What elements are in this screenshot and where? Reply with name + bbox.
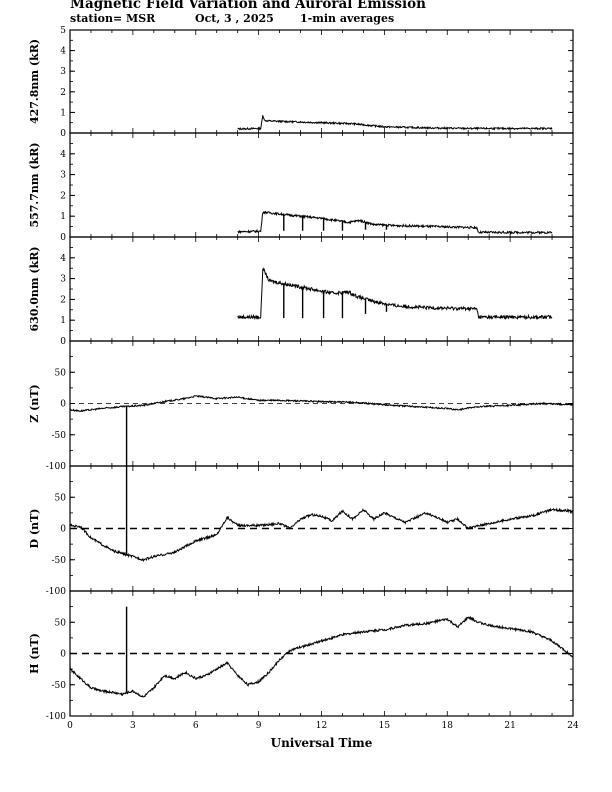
series-line	[237, 267, 553, 321]
y-tick-label: 0	[60, 129, 66, 139]
y-axis-label: 427.8nm (kR)	[28, 39, 41, 124]
y-tick-label: -100	[46, 587, 66, 597]
y-axis-label: Z (nT)	[28, 384, 41, 422]
y-axis-label: 630.0nm (kR)	[28, 246, 41, 331]
y-tick-label: 4	[60, 150, 66, 160]
y-tick-label: 5	[60, 26, 66, 36]
x-tick-label: 3	[130, 721, 136, 731]
y-tick-label: 4	[60, 254, 66, 264]
y-axis-label: H (nT)	[28, 633, 41, 674]
y-tick-label: 3	[60, 171, 66, 181]
y-tick-label: 3	[60, 275, 66, 285]
x-tick-label: 12	[316, 721, 327, 731]
averaging-label: 1-min averages	[300, 12, 395, 25]
y-tick-label: 1	[60, 108, 66, 118]
panel-d: -100 -50 0 50 D (nT)	[28, 465, 574, 597]
y-tick-label: 0	[60, 525, 66, 535]
x-tick-label: 9	[256, 721, 262, 731]
series-line	[69, 615, 574, 698]
y-tick-label: -50	[52, 431, 67, 441]
y-tick-label: 4	[60, 47, 66, 57]
y-tick-label: 0	[60, 400, 66, 410]
x-tick-label: 0	[67, 721, 73, 731]
panel-z: -100 -50 0 50 Z (nT)	[28, 340, 574, 472]
panel-frame	[69, 132, 574, 238]
station-label: station= MSR	[70, 12, 156, 25]
chart-title: Magnetic Field Variation and Auroral Emi…	[70, 0, 426, 12]
y-axis-label: D (nT)	[28, 509, 41, 549]
y-tick-label: 50	[55, 493, 67, 503]
y-tick-label: 1	[60, 316, 66, 326]
panel-frame	[69, 29, 574, 134]
panel-630-0nm: 0 1 2 3 4 630.0nm (kR)	[28, 236, 574, 347]
x-tick-label: 15	[379, 721, 391, 731]
date-label: Oct, 3 , 2025	[195, 12, 274, 25]
series-line	[69, 507, 574, 563]
series-line	[237, 115, 553, 131]
panel-h: -100 -50 0 50 H (nT)	[28, 590, 574, 722]
y-tick-label: 0	[60, 233, 66, 243]
y-axis-label: 557.7nm (kR)	[28, 142, 41, 227]
y-tick-label: 0	[60, 650, 66, 660]
y-tick-label: 50	[55, 618, 67, 628]
x-tick-label: 18	[442, 721, 454, 731]
y-tick-label: 2	[60, 191, 66, 201]
y-tick-label: -50	[52, 556, 67, 566]
y-tick-label: 0	[60, 337, 66, 347]
y-tick-label: -100	[46, 462, 66, 472]
y-tick-label: -100	[46, 712, 66, 722]
y-tick-label: 1	[60, 212, 66, 222]
y-tick-label: 2	[60, 88, 66, 98]
panel-427-8nm: 0 1 2 3 4 5 427.8nm (kR)	[28, 26, 574, 139]
x-axis-label: Universal Time	[271, 736, 373, 750]
y-tick-label: -50	[52, 681, 67, 691]
x-tick-label: 24	[567, 721, 579, 731]
y-tick-label: 50	[55, 368, 67, 378]
y-tick-label: 2	[60, 295, 66, 305]
x-tick-label: 21	[504, 721, 515, 731]
panel-557-7nm: 0 1 2 3 4 557.7nm (kR)	[28, 132, 574, 243]
x-tick-label: 6	[193, 721, 199, 731]
y-tick-label: 3	[60, 67, 66, 77]
panel-frame	[69, 236, 574, 342]
series-line	[69, 395, 574, 413]
series-line	[237, 210, 553, 235]
